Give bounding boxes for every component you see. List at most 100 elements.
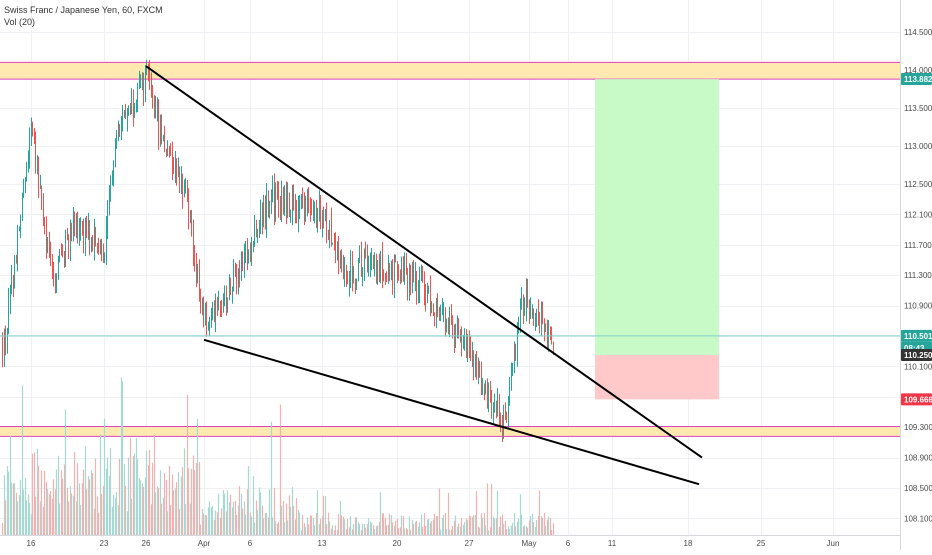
- candle-body: [505, 406, 506, 418]
- volume-bar: [345, 529, 348, 535]
- stop-zone[interactable]: [595, 355, 719, 400]
- long-position-tool[interactable]: [595, 79, 719, 400]
- volume-bar: [292, 506, 295, 535]
- volume-bar: [507, 526, 510, 535]
- time-axis-bg: [0, 535, 900, 550]
- volume-indicator-label[interactable]: Vol (20): [4, 17, 36, 27]
- candle-body: [304, 201, 305, 219]
- volume-bar: [231, 507, 234, 535]
- volume-bar: [525, 526, 528, 535]
- candle-body: [428, 285, 429, 287]
- candle-body: [250, 249, 251, 255]
- candle-body: [469, 341, 470, 350]
- candle-body: [182, 175, 183, 197]
- volume-bar: [294, 519, 297, 535]
- candle-body: [526, 291, 527, 308]
- target-zone[interactable]: [595, 79, 719, 356]
- volume-bar: [435, 516, 438, 535]
- candle-body: [436, 303, 437, 317]
- volume-bar: [340, 515, 343, 535]
- volume-bar: [468, 515, 471, 535]
- volume-bar: [66, 487, 69, 535]
- support-zone[interactable]: [0, 425, 900, 437]
- candle-body: [19, 227, 20, 230]
- candle-body: [280, 204, 281, 210]
- time-tick-label: 25: [757, 539, 766, 548]
- volume-bar: [417, 526, 420, 535]
- volume-bar: [295, 498, 298, 535]
- support-zone-fill: [0, 426, 900, 437]
- volume-bar: [240, 493, 243, 535]
- candle-body: [190, 215, 191, 224]
- volume-bar: [180, 476, 183, 535]
- volume-bar: [354, 517, 357, 535]
- candle-body: [11, 277, 12, 290]
- candle-body: [343, 266, 344, 276]
- candle-body: [359, 253, 360, 263]
- candle-body: [13, 277, 14, 284]
- candle-body: [259, 225, 260, 229]
- time-tick-label: 26: [142, 539, 151, 548]
- volume-bar: [184, 503, 187, 535]
- candle-body: [383, 276, 384, 278]
- price-tick-label: 110.100: [904, 362, 932, 371]
- volume-bar: [444, 513, 447, 535]
- candle-body: [113, 165, 114, 174]
- price-axis[interactable]: 114.500 114.000 113.500 113.000 112.500 112.1…: [900, 0, 932, 550]
- volume-bar: [357, 522, 360, 535]
- candle-body: [337, 248, 338, 254]
- time-axis[interactable]: 16 23 26 Apr 6 13 20 27 May 6 11 18 25 Jun: [0, 535, 900, 550]
- volume-bar: [114, 497, 117, 535]
- volume-bar: [303, 523, 306, 535]
- volume-bar: [309, 515, 312, 535]
- upper-trendline[interactable]: [145, 65, 703, 459]
- candle-body: [253, 245, 254, 248]
- volume-bar: [321, 516, 324, 535]
- candle-body: [533, 308, 534, 323]
- lower-trendline[interactable]: [203, 338, 700, 486]
- candle-body: [301, 198, 302, 204]
- candle-body: [406, 264, 407, 275]
- symbol-title[interactable]: Swiss Franc / Japanese Yen, 60, FXCM: [4, 5, 163, 15]
- candle-body: [242, 258, 243, 269]
- candle-body: [100, 243, 101, 252]
- volume-bar: [25, 500, 28, 535]
- volume-bars: [1, 377, 555, 535]
- volume-bar: [351, 529, 354, 535]
- candle-body: [511, 374, 512, 388]
- candle-body: [157, 105, 158, 109]
- candle-body: [251, 247, 252, 255]
- volume-bar: [408, 516, 411, 535]
- resistance-zone[interactable]: [0, 61, 900, 80]
- volume-bar: [432, 519, 435, 535]
- candle-body: [427, 286, 428, 300]
- candle-body: [335, 245, 336, 254]
- volume-bar: [301, 514, 304, 535]
- volume-bar: [42, 506, 45, 535]
- candle-body: [160, 120, 161, 137]
- volume-bar: [451, 525, 454, 535]
- candle-body: [128, 109, 129, 113]
- volume-bar: [108, 475, 111, 535]
- volume-bar: [214, 510, 217, 535]
- volume-bar: [61, 478, 64, 535]
- volume-bar: [39, 501, 42, 535]
- candle-body: [98, 245, 99, 252]
- volume-bar: [195, 462, 198, 535]
- candle-body: [392, 269, 393, 286]
- candle-body: [374, 256, 375, 268]
- time-tick-label: 11: [608, 539, 617, 548]
- candle-body: [163, 136, 164, 138]
- volume-bar: [181, 467, 184, 535]
- candle-body: [152, 88, 153, 105]
- time-tick-label: Jun: [827, 539, 840, 548]
- candle-body: [424, 276, 425, 297]
- volume-bar: [471, 517, 474, 535]
- candle-body: [187, 189, 188, 192]
- candle-body: [290, 211, 291, 217]
- candle-body: [79, 228, 80, 234]
- candle-body: [415, 274, 416, 280]
- candle-body: [71, 225, 72, 235]
